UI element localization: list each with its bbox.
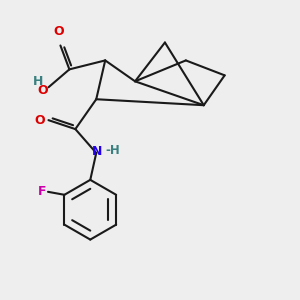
Text: -H: -H <box>105 144 120 157</box>
Text: H: H <box>33 75 43 88</box>
Text: O: O <box>35 114 45 127</box>
Text: N: N <box>92 145 102 158</box>
Text: O: O <box>37 84 48 97</box>
Text: F: F <box>38 185 46 198</box>
Text: O: O <box>54 25 64 38</box>
